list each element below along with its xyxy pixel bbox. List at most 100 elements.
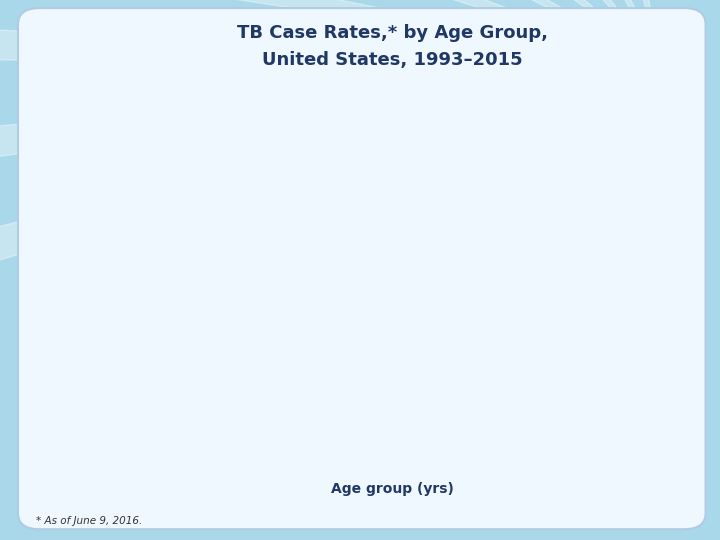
45–64 — [570, 386, 579, 393]
Polygon shape — [0, 0, 662, 65]
5–14 — [258, 431, 267, 438]
15–24 — [128, 376, 137, 383]
25–44 — [310, 357, 319, 364]
45–64 — [674, 400, 683, 406]
0–4 — [336, 408, 345, 415]
25–44 — [596, 394, 605, 401]
45–64 — [544, 382, 553, 388]
Polygon shape — [0, 65, 662, 212]
Polygon shape — [430, 0, 662, 65]
15–24 — [414, 397, 423, 403]
0–4 — [622, 424, 631, 431]
5–14 — [336, 433, 345, 439]
0–4 — [570, 423, 579, 429]
45–64 — [414, 371, 423, 377]
Line: 5–14: 5–14 — [102, 420, 683, 449]
5–14 — [206, 429, 215, 435]
25–44 — [622, 396, 631, 402]
≥65 — [180, 240, 189, 246]
45–64 — [310, 350, 319, 357]
Y-axis label: Cases per 100,000 population: Cases per 100,000 population — [51, 209, 64, 407]
0–4 — [596, 424, 605, 431]
15–24 — [466, 399, 474, 405]
5–14 — [518, 437, 526, 443]
0–4 — [414, 412, 423, 418]
0–4 — [362, 409, 371, 416]
5–14 — [310, 433, 319, 439]
25–44 — [336, 361, 345, 368]
15–24 — [570, 411, 579, 417]
25–44 — [466, 376, 474, 383]
45–64 — [336, 359, 345, 365]
5–14 — [570, 438, 579, 444]
15–24 — [518, 405, 526, 411]
Text: TB Case Rates,* by Age Group,: TB Case Rates,* by Age Group, — [237, 24, 548, 42]
≥65 — [648, 375, 657, 382]
25–44 — [102, 286, 111, 293]
≥65 — [154, 227, 163, 234]
≥65 — [310, 320, 319, 327]
15–24 — [362, 396, 371, 402]
≥65 — [622, 371, 631, 377]
≥65 — [362, 334, 371, 341]
Text: Age group (yrs): Age group (yrs) — [331, 482, 454, 496]
25–44 — [284, 355, 293, 361]
5–14 — [180, 427, 189, 434]
45–64 — [362, 364, 371, 370]
15–24 — [388, 396, 397, 402]
15–24 — [154, 379, 163, 386]
Text: United States, 1993–2015: United States, 1993–2015 — [262, 51, 523, 69]
0–4 — [310, 407, 319, 413]
15–24 — [336, 394, 345, 401]
25–44 — [154, 308, 163, 314]
15–24 — [284, 392, 293, 398]
≥65 — [674, 378, 683, 384]
0–4 — [258, 402, 267, 409]
0–4 — [180, 390, 189, 397]
15–24 — [674, 419, 683, 426]
Line: 0–4: 0–4 — [104, 374, 681, 433]
5–14 — [232, 430, 240, 436]
0–4 — [492, 416, 500, 423]
≥65 — [336, 327, 345, 334]
15–24 — [544, 408, 553, 415]
≥65 — [518, 355, 526, 361]
15–24 — [622, 416, 631, 423]
5–14 — [362, 434, 371, 441]
≥65 — [492, 350, 500, 357]
5–14 — [284, 431, 293, 438]
Line: 45–64: 45–64 — [103, 278, 682, 407]
≥65 — [128, 215, 137, 221]
25–44 — [492, 381, 500, 387]
15–24 — [648, 417, 657, 424]
15–24 — [206, 384, 215, 391]
Polygon shape — [0, 8, 662, 65]
25–44 — [180, 320, 189, 327]
Polygon shape — [52, 0, 662, 65]
45–64 — [232, 327, 240, 334]
0–4 — [648, 426, 657, 432]
5–14 — [622, 440, 631, 446]
0–4 — [518, 419, 526, 426]
45–64 — [648, 399, 657, 405]
≥65 — [466, 345, 474, 352]
≥65 — [596, 367, 605, 373]
≥65 — [206, 253, 215, 260]
0–4 — [674, 427, 683, 434]
45–64 — [206, 313, 215, 320]
45–64 — [440, 373, 449, 379]
Polygon shape — [0, 65, 662, 361]
0–4 — [206, 397, 215, 403]
5–14 — [674, 441, 683, 447]
5–14 — [544, 437, 553, 443]
Line: 15–24: 15–24 — [103, 375, 682, 426]
≥65 — [284, 305, 293, 312]
45–64 — [466, 374, 474, 380]
25–44 — [674, 399, 683, 405]
5–14 — [648, 441, 657, 447]
0–4 — [466, 415, 474, 421]
45–64 — [622, 396, 631, 402]
25–44 — [258, 349, 267, 355]
15–24 — [492, 401, 500, 408]
45–64 — [128, 282, 137, 288]
